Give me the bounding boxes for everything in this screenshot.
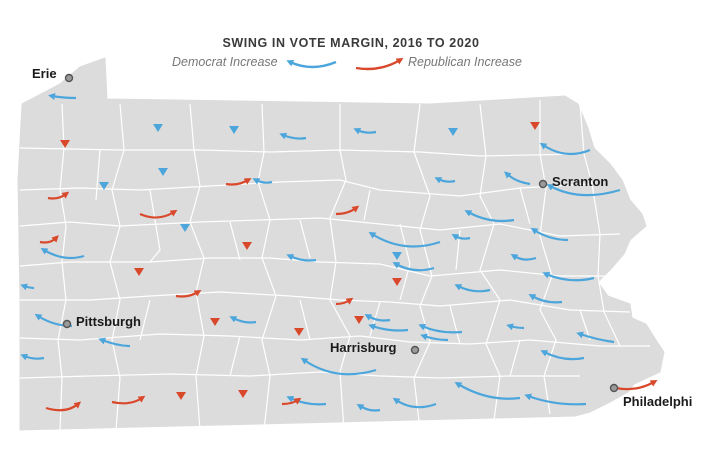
- legend-arrows: [286, 57, 404, 71]
- harrisburg-dot: [410, 345, 420, 355]
- democrat-swing-arrows: [20, 93, 621, 412]
- map-title: SWING IN VOTE MARGIN, 2016 TO 2020: [222, 36, 480, 50]
- legend-democrat-arrow: [286, 60, 337, 69]
- legend-republican-label: Republican Increase: [408, 55, 522, 69]
- pittsburgh-dot: [62, 319, 72, 329]
- city-label-erie: Erie: [32, 66, 57, 81]
- city-dots: [62, 73, 619, 393]
- legend-democrat-label: Democrat Increase: [172, 55, 278, 69]
- pennsylvania-outline: [17, 57, 665, 431]
- scranton-dot: [538, 179, 548, 189]
- republican-small-marks: [60, 122, 540, 400]
- republican-swing-arrows: [39, 177, 658, 412]
- philadelphia-dot: [609, 383, 619, 393]
- county-borders: [19, 100, 650, 431]
- city-label-philadelphia: Philadelphi: [623, 394, 693, 409]
- legend-republican-arrow: [355, 57, 404, 71]
- city-label-scranton: Scranton: [552, 174, 609, 189]
- democrat-small-marks: [99, 124, 458, 260]
- city-label-harrisburg: Harrisburg: [330, 340, 397, 355]
- erie-dot: [64, 73, 74, 83]
- city-label-pittsburgh: Pittsburgh: [76, 314, 141, 329]
